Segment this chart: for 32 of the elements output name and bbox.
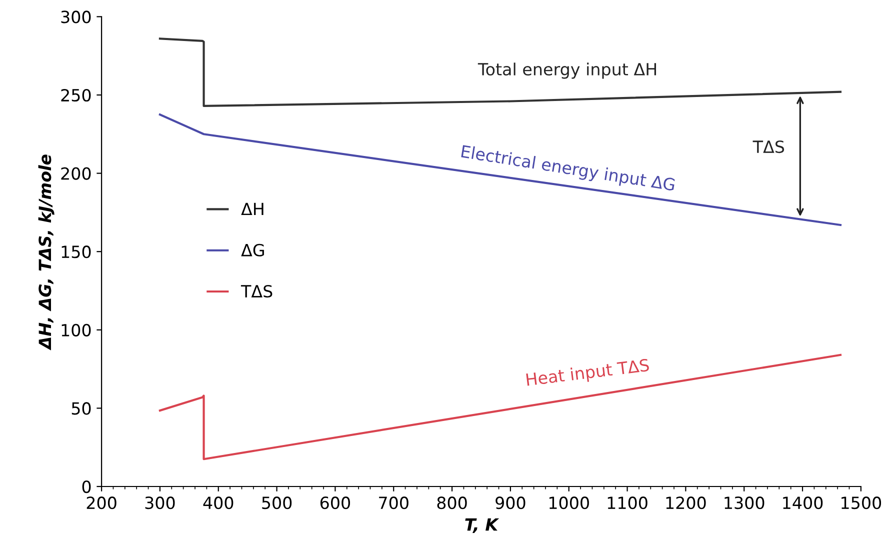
y-tick-label: 250 (61, 88, 91, 102)
y-tick-label: 300 (61, 10, 91, 24)
x-tick-label: 1200 (666, 496, 706, 510)
annotation: Electrical energy input ΔG (460, 144, 676, 194)
annotation: Heat input TΔS (526, 358, 650, 390)
x-tick-label: 900 (496, 496, 526, 510)
x-tick-label: 600 (320, 496, 350, 510)
y-tick-label: 100 (62, 324, 91, 336)
x-tick-label: 500 (262, 496, 292, 510)
x-tick-label: 1100 (608, 496, 648, 510)
x-tick-label: 300 (145, 496, 175, 510)
x-tick-label: 700 (379, 496, 408, 510)
legend-label: ΔG (241, 244, 264, 256)
y-tick-label: 50 (72, 402, 91, 415)
y-tick-label: 150 (62, 246, 91, 258)
legend-label: ΔH (241, 202, 264, 216)
y-tick-label: 0 (82, 480, 91, 494)
line-series (158, 38, 842, 107)
annotation: TΔS (752, 140, 784, 154)
x-tick-label: 800 (437, 496, 467, 510)
x-tick-label: 1300 (724, 496, 764, 510)
y-tick-label: 200 (61, 167, 91, 180)
x-tick-label: 400 (203, 496, 234, 510)
line-series (158, 354, 842, 460)
x-tick-label: 1500 (842, 496, 882, 510)
y-axis-title: ΔH, ΔG, TΔS, kJ/mole (38, 154, 54, 350)
x-tick-label: 200 (86, 496, 116, 510)
annotation: Total energy input ΔH (478, 62, 656, 79)
legend-label: TΔS (240, 284, 272, 298)
x-axis-title: T, K (465, 518, 500, 533)
x-tick-label: 1000 (549, 496, 589, 510)
x-tick-label: 1400 (783, 496, 823, 510)
